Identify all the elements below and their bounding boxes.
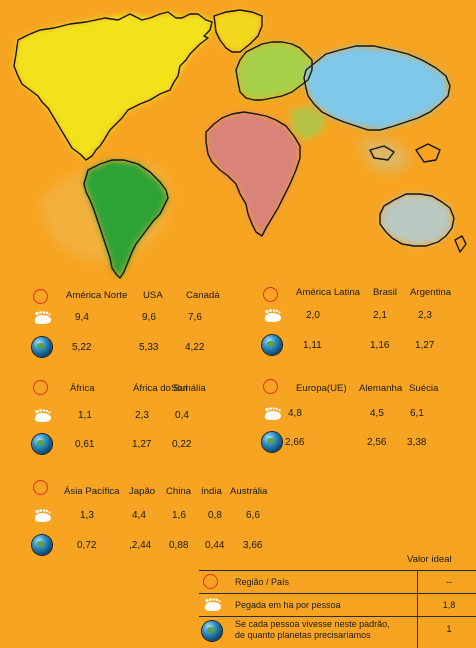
africa-name-2: Somália: [171, 383, 206, 394]
europe-planets-value-2: 3,38: [407, 437, 427, 448]
africa-red-circle-icon: [33, 380, 48, 395]
europe-name-0: Europa(UE): [296, 383, 347, 394]
north-america-footprint-value-2: 7,6: [188, 312, 202, 323]
north-america-globe-icon: [32, 337, 52, 357]
north-america-shape: [14, 12, 212, 160]
north-america-footprint-value-1: 9,6: [142, 312, 156, 323]
europe-planets-value-1: 2,56: [367, 437, 387, 448]
legend-red-circle-icon: [203, 574, 218, 589]
world-map: [13, 9, 467, 279]
africa-planets-value-2: 0,22: [172, 439, 192, 450]
africa-name-0: África: [70, 383, 95, 394]
north-america-planets-value-1: 5,33: [139, 342, 159, 353]
asia-pacific-name-3: índia: [201, 486, 222, 497]
asia-pacific-footprint-value-0: 1,3: [80, 510, 94, 521]
asia-pacific-red-circle-icon: [33, 480, 48, 495]
south-america-shape: [84, 160, 168, 278]
latin-america-footprint-value-0: 2,0: [306, 310, 320, 321]
asia-pacific-footprint-value-2: 1,6: [172, 510, 186, 521]
legend-table: Região / País -- Pegada em ha por pessoa…: [199, 570, 476, 648]
africa-planets-value-0: 0,61: [75, 439, 95, 450]
latin-america-footprint-value-1: 2,1: [373, 310, 387, 321]
europe-shape: [236, 42, 312, 100]
north-america-planets-value-2: 4,22: [185, 342, 205, 353]
europe-name-1: Alemanha: [359, 383, 403, 394]
latin-america-red-circle-icon: [263, 287, 278, 302]
europe-globe-icon: [262, 432, 282, 452]
legend-planets-label-line2: de quanto planetas precisaríamos: [235, 630, 371, 640]
asia-pacific-footprint-value-4: 6,6: [246, 510, 260, 521]
asia-pacific-planets-value-1: ,2,44: [129, 540, 152, 551]
asia-pacific-footprint-value-1: 4,4: [132, 510, 146, 521]
north-america-name-1: USA: [143, 290, 163, 301]
asia-pacific-name-0: Ásia Pacífica: [64, 486, 120, 497]
europe-footprint-value-2: 6,1: [410, 408, 424, 419]
legend-footprint-label: Pegada em ha por pessoa: [235, 600, 341, 610]
asia-pacific-planets-value-2: 0,88: [169, 540, 189, 551]
asia-pacific-globe-icon: [32, 535, 52, 555]
latin-america-planets-value-1: 1,16: [370, 340, 390, 351]
latin-america-footprint-value-2: 2,3: [418, 310, 432, 321]
north-america-footprint-icon: [34, 311, 51, 324]
legend-region-value: --: [446, 577, 452, 587]
latin-america-planets-value-0: 1,11: [303, 340, 322, 351]
latin-america-globe-icon: [262, 335, 282, 355]
legend-globe-icon: [202, 621, 222, 641]
asia-pacific-planets-value-0: 0,72: [77, 540, 97, 551]
africa-shape: [206, 112, 300, 236]
latin-america-name-0: América Latina: [296, 287, 360, 298]
latin-america-name-1: Brasil: [373, 287, 397, 298]
north-america-name-2: Canadá: [186, 290, 220, 301]
legend-header: Valor ideal: [407, 554, 452, 565]
asia-pacific-name-2: China: [166, 486, 192, 497]
asia-shape: [306, 46, 448, 130]
europe-name-2: Suécia: [409, 383, 439, 394]
africa-footprint-icon: [34, 409, 51, 422]
asia-pacific-name-1: Japão: [129, 486, 156, 497]
europe-footprint-icon: [264, 407, 281, 420]
legend-planets-label-line1: Se cada pessoa vivesse neste padrão,: [235, 619, 390, 629]
latin-america-name-2: Argentina: [410, 287, 452, 298]
north-america-planets-value-0: 5,22: [72, 342, 92, 353]
legend-region-label: Região / País: [235, 577, 290, 587]
africa-footprint-value-0: 1,1: [78, 410, 92, 421]
europe-footprint-value-1: 4,5: [370, 408, 384, 419]
africa-planets-value-1: 1,27: [132, 439, 152, 450]
asia-pacific-planets-value-3: 0,44: [205, 540, 225, 551]
latin-america-planets-value-2: 1,27: [415, 340, 435, 351]
latin-america-footprint-icon: [264, 309, 281, 322]
europe-footprint-value-0: 4,8: [288, 408, 302, 419]
legend-footprint-value: 1,8: [442, 600, 456, 610]
north-america-footprint-value-0: 9,4: [75, 312, 89, 323]
africa-footprint-value-2: 0,4: [175, 410, 189, 421]
asia-pacific-planets-value-4: 3,66: [243, 540, 263, 551]
legend-planets-value: 1: [446, 624, 452, 634]
north-america-name-0: América Norte: [66, 290, 128, 301]
legend-footprint-icon: [204, 598, 221, 611]
europe-planets-value-0: 2,66: [285, 437, 305, 448]
asia-pacific-name-4: Austrália: [230, 486, 268, 497]
africa-footprint-value-1: 2,3: [135, 410, 149, 421]
asia-pacific-footprint-value-3: 0,8: [208, 510, 222, 521]
europe-red-circle-icon: [263, 379, 278, 394]
asia-pacific-footprint-icon: [34, 509, 51, 522]
australia-shape: [380, 194, 452, 246]
africa-globe-icon: [32, 434, 52, 454]
africa-name-1: África do Sul: [133, 383, 188, 394]
north-america-red-circle-icon: [33, 289, 48, 304]
